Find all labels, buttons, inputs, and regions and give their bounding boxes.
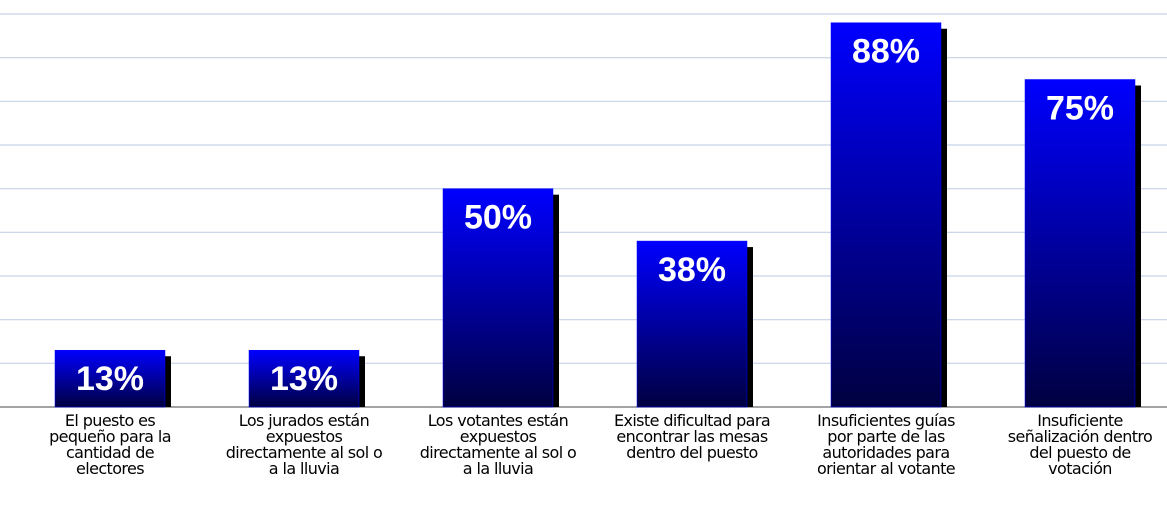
x-tick-label: Insuficiente señalización dentro del pue… bbox=[1007, 413, 1153, 478]
x-tick-label-box: Insuficiente señalización dentro del pue… bbox=[1007, 413, 1153, 478]
value-label: 88% bbox=[852, 33, 920, 71]
value-label: 38% bbox=[658, 251, 726, 289]
bar bbox=[1024, 79, 1136, 408]
x-tick-label: El puesto es pequeño para la cantidad de… bbox=[49, 413, 171, 478]
x-tick-label-box: El puesto es pequeño para la cantidad de… bbox=[49, 413, 171, 478]
x-tick-label: Los jurados están expuestos directamente… bbox=[225, 413, 383, 478]
value-label: 50% bbox=[464, 199, 532, 237]
x-tick-label-box: Existe dificultad para encontrar las mes… bbox=[613, 413, 771, 462]
bar bbox=[248, 349, 360, 408]
value-label: 13% bbox=[76, 360, 144, 398]
x-tick-label-box: Los jurados están expuestos directamente… bbox=[225, 413, 383, 478]
x-tick-label: Los votantes están expuestos directament… bbox=[419, 413, 577, 478]
bar bbox=[636, 240, 748, 408]
x-tick-label: Insuficientes guías por parte de las aut… bbox=[816, 413, 956, 478]
bar bbox=[442, 188, 554, 408]
x-tick-label-box: Los votantes están expuestos directament… bbox=[419, 413, 577, 478]
x-tick-label: Existe dificultad para encontrar las mes… bbox=[613, 413, 771, 462]
bar bbox=[54, 349, 166, 408]
x-tick-label-box: Insuficientes guías por parte de las aut… bbox=[816, 413, 956, 478]
value-label: 75% bbox=[1046, 90, 1114, 128]
bar bbox=[830, 22, 942, 408]
value-label: 13% bbox=[270, 360, 338, 398]
